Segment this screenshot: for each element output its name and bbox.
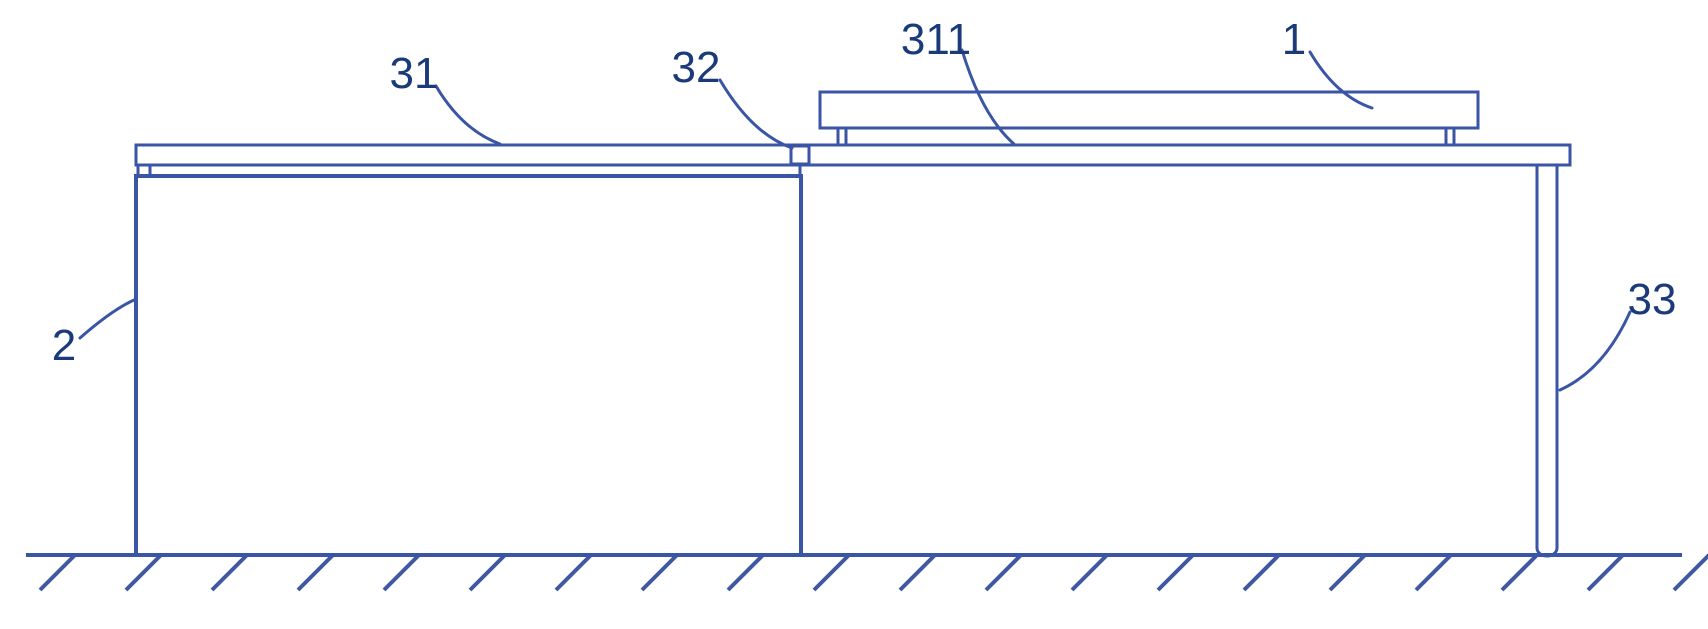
lbl-311: 311 bbox=[901, 18, 971, 62]
ld-31 bbox=[436, 86, 500, 144]
lbl-31: 31 bbox=[390, 52, 439, 96]
lbl-1: 1 bbox=[1282, 18, 1306, 62]
lbl-32: 32 bbox=[672, 46, 721, 90]
part-33-post bbox=[1537, 165, 1557, 556]
diagram-svg bbox=[0, 0, 1708, 629]
lbl-33: 33 bbox=[1628, 278, 1677, 322]
diagram-stage: 31 32 311 1 33 2 bbox=[0, 0, 1708, 629]
lbl-2: 2 bbox=[52, 324, 76, 368]
ld-32 bbox=[720, 80, 792, 148]
ld-33 bbox=[1560, 312, 1630, 390]
part-311-pegs bbox=[838, 128, 1454, 145]
part-1-slab bbox=[820, 92, 1478, 128]
ground bbox=[26, 555, 1708, 590]
part-32-hinge bbox=[791, 146, 809, 176]
part-2-box bbox=[136, 176, 801, 555]
part-31-beam bbox=[136, 145, 1570, 176]
ld-2 bbox=[80, 300, 134, 338]
